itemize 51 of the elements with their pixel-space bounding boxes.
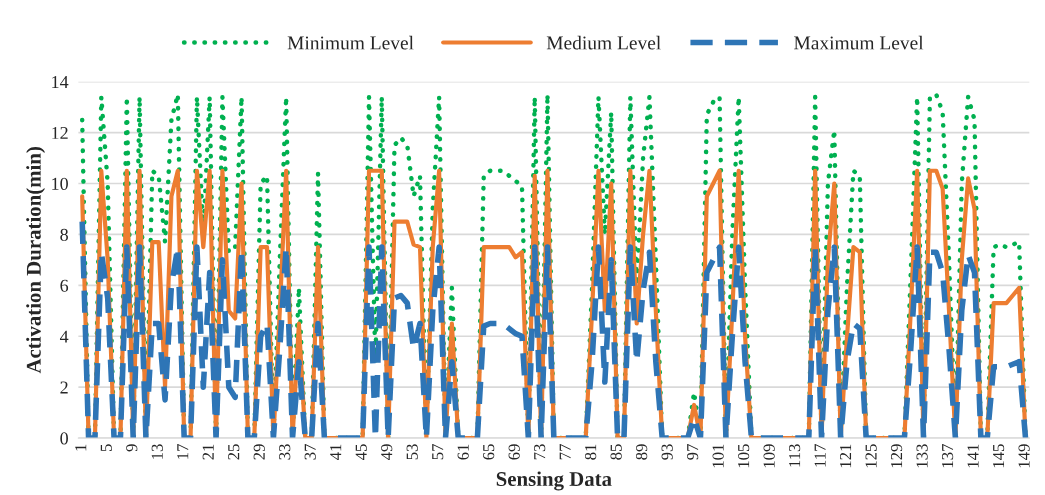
legend-label: Medium Level — [546, 35, 661, 50]
x-tick-label: 81 — [585, 444, 597, 460]
x-tick-label: 149 — [1018, 444, 1030, 468]
x-tick-label: 109 — [763, 444, 775, 468]
x-tick-label: 5 — [100, 444, 112, 451]
x-tick-label: 33 — [279, 444, 291, 460]
y-axis-title: Activation Duration(min) — [26, 147, 46, 374]
x-tick-label: 97 — [687, 444, 699, 460]
x-tick-label: 129 — [891, 444, 903, 468]
y-tick-label: 6 — [60, 279, 69, 292]
x-tick-label: 117 — [814, 444, 826, 467]
x-tick-label: 77 — [559, 444, 571, 460]
x-tick-label: 29 — [253, 444, 265, 460]
x-tick-label: 113 — [789, 444, 801, 467]
y-tick-label: 4 — [59, 330, 69, 343]
x-tick-label: 105 — [737, 444, 750, 468]
x-tick-label: 49 — [381, 444, 393, 460]
x-tick-label: 133 — [916, 444, 928, 468]
x-tick-label: 41 — [330, 444, 342, 460]
y-tick-label: 12 — [52, 126, 68, 139]
x-tick-label: 89 — [636, 444, 648, 460]
y-tick-label: 0 — [60, 432, 68, 445]
x-tick-label: 53 — [406, 444, 418, 460]
legend-label: Maximum Level — [794, 35, 924, 50]
x-tick-label: 9 — [126, 444, 138, 452]
y-tick-label: 10 — [52, 177, 68, 190]
x-tick-label: 21 — [202, 444, 214, 460]
x-tick-label: 85 — [610, 444, 622, 460]
x-tick-label: 57 — [432, 444, 444, 460]
y-tick-label: 8 — [60, 228, 68, 241]
x-axis-title: Sensing Data — [496, 471, 612, 491]
x-tick-label: 137 — [941, 444, 954, 468]
x-tick-label: 17 — [177, 444, 189, 459]
x-tick-label: 45 — [355, 444, 367, 460]
x-tick-label: 65 — [483, 444, 495, 460]
x-tick-label: 25 — [228, 444, 240, 460]
legend-label: Minimum Level — [287, 35, 414, 50]
y-tick-label: 14 — [52, 76, 69, 88]
x-tick-label: 101 — [712, 444, 724, 468]
x-tick-label: 141 — [967, 444, 979, 468]
x-tick-label: 13 — [151, 444, 163, 459]
x-tick-label: 93 — [661, 444, 673, 460]
x-tick-label: 61 — [457, 444, 469, 460]
x-tick-label: 37 — [304, 444, 316, 460]
x-tick-label: 145 — [993, 444, 1005, 468]
x-tick-label: 121 — [840, 444, 852, 468]
x-tick-label: 73 — [534, 444, 546, 460]
x-tick-label: 1 — [75, 444, 87, 451]
x-tick-label: 69 — [508, 444, 520, 460]
x-tick-label: 125 — [865, 444, 877, 468]
y-tick-label: 2 — [60, 381, 68, 394]
